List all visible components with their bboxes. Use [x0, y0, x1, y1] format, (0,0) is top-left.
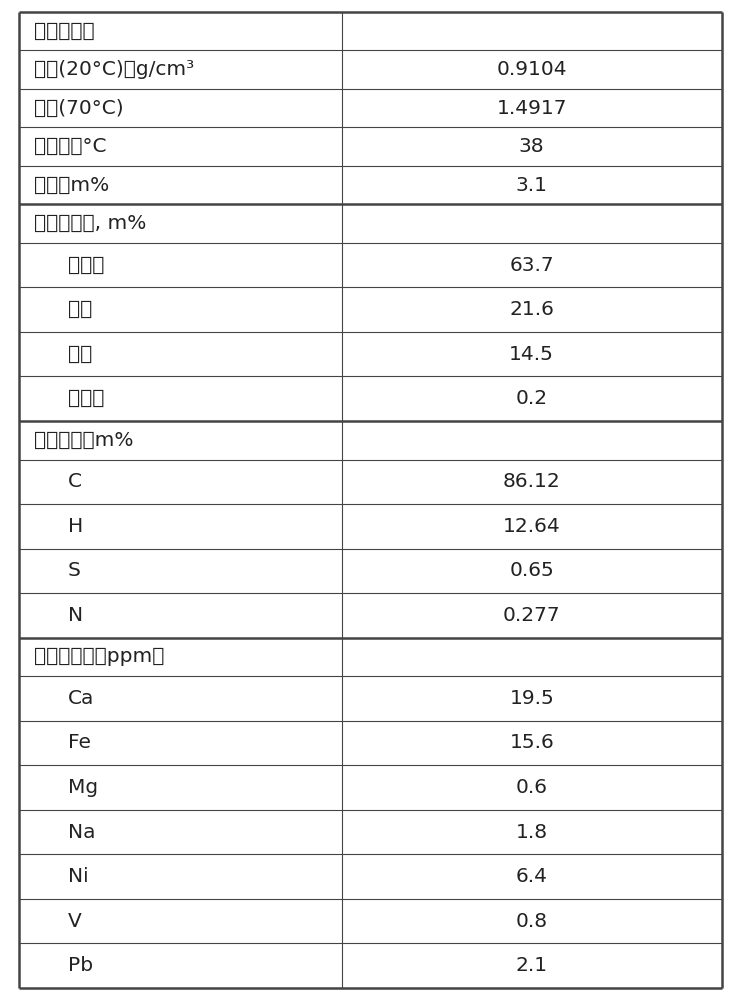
Text: Mg: Mg [68, 778, 98, 797]
Text: 沥青质: 沥青质 [68, 389, 104, 408]
Text: 63.7: 63.7 [509, 256, 554, 275]
Text: 15.6: 15.6 [509, 733, 554, 752]
Text: Ca: Ca [68, 689, 94, 708]
Text: 0.65: 0.65 [509, 561, 554, 580]
Text: C: C [68, 472, 81, 491]
Text: 6.4: 6.4 [516, 867, 548, 886]
Text: 凝固点，°C: 凝固点，°C [34, 137, 107, 156]
Text: 0.8: 0.8 [516, 912, 548, 931]
Text: 2.1: 2.1 [516, 956, 548, 975]
Text: 芳烃: 芳烃 [68, 300, 92, 319]
Text: Na: Na [68, 823, 95, 842]
Text: 19.5: 19.5 [509, 689, 554, 708]
Text: 86.12: 86.12 [502, 472, 561, 491]
Text: Pb: Pb [68, 956, 92, 975]
Text: 饱和烃: 饱和烃 [68, 256, 104, 275]
Text: Fe: Fe [68, 733, 91, 752]
Text: Ni: Ni [68, 867, 88, 886]
Text: 元素组成，m%: 元素组成，m% [34, 431, 133, 450]
Text: 12.64: 12.64 [502, 517, 561, 536]
Text: 0.6: 0.6 [516, 778, 548, 797]
Text: 密度(20°C)，g/cm³: 密度(20°C)，g/cm³ [34, 60, 194, 79]
Text: S: S [68, 561, 81, 580]
Text: V: V [68, 912, 81, 931]
Text: 38: 38 [519, 137, 545, 156]
Text: 3.1: 3.1 [516, 176, 548, 195]
Text: 0.2: 0.2 [516, 389, 548, 408]
Text: 四组分组成, m%: 四组分组成, m% [34, 214, 147, 233]
Text: 残炭，m%: 残炭，m% [34, 176, 110, 195]
Text: 1.4917: 1.4917 [497, 99, 567, 118]
Text: 21.6: 21.6 [509, 300, 554, 319]
Text: 原料油性质: 原料油性质 [34, 22, 95, 41]
Text: 1.8: 1.8 [516, 823, 548, 842]
Text: H: H [68, 517, 83, 536]
Text: 金属元素，（ppm）: 金属元素，（ppm） [34, 647, 164, 666]
Text: 折光(70°C): 折光(70°C) [34, 99, 124, 118]
Text: 0.9104: 0.9104 [497, 60, 567, 79]
Text: N: N [68, 606, 83, 625]
Text: 0.277: 0.277 [503, 606, 560, 625]
Text: 14.5: 14.5 [509, 345, 554, 364]
Text: 胶质: 胶质 [68, 345, 92, 364]
